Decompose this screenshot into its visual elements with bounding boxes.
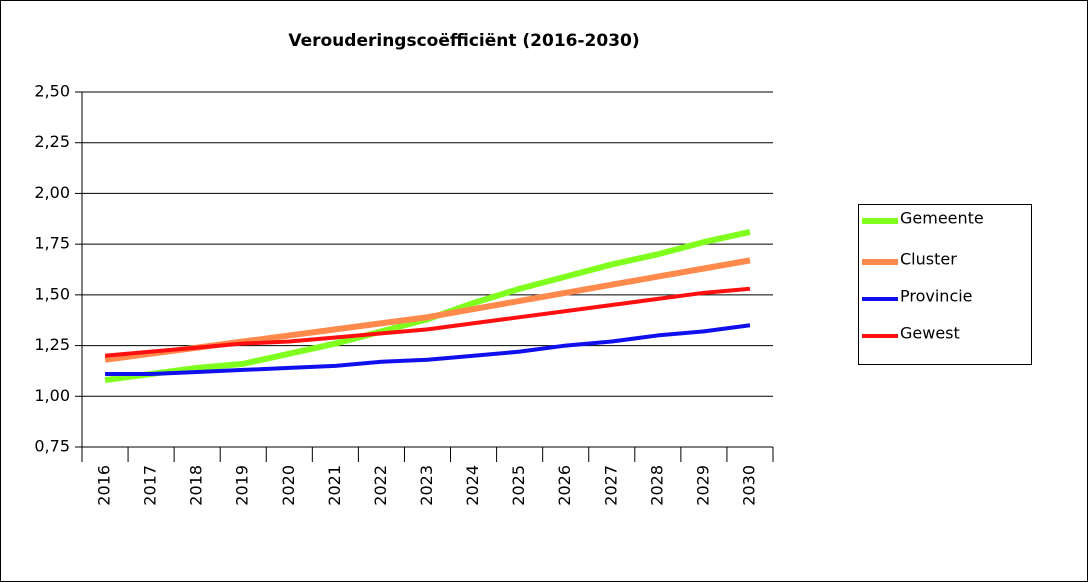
y-tick-label: 1,00: [34, 386, 70, 405]
y-tick-label: 2,25: [34, 132, 70, 151]
x-tick-label: 2019: [233, 465, 252, 506]
x-tick-label: 2020: [279, 465, 298, 506]
series-line: [105, 323, 751, 376]
x-tick-label: 2018: [187, 465, 206, 506]
x-tick-label: 2016: [95, 465, 114, 506]
x-tick-label: 2017: [141, 465, 160, 506]
x-tick-label: 2027: [601, 465, 620, 506]
x-tick-label: 2021: [325, 465, 344, 506]
y-tick-label: 0,75: [34, 437, 70, 456]
legend-label: Cluster: [900, 250, 957, 269]
x-tick-label: 2024: [463, 465, 482, 506]
x-tick-label: 2028: [647, 465, 666, 506]
chart-title: Verouderingscoëfficiënt (2016-2030): [288, 31, 639, 51]
y-tick-label: 2,50: [34, 82, 70, 101]
x-tick-label: 2022: [371, 465, 390, 506]
legend-label: Provincie: [900, 287, 973, 306]
y-tick-label: 1,25: [34, 335, 70, 354]
series-line: [104, 286, 751, 358]
x-tick-label: 2026: [555, 465, 574, 506]
x-tick-label: 2023: [417, 465, 436, 506]
x-tick-label: 2029: [693, 465, 712, 506]
x-tick-label: 2030: [739, 465, 758, 506]
y-tick-label: 1,50: [34, 284, 70, 303]
y-tick-label: 2,00: [34, 183, 70, 202]
legend-label: Gemeente: [900, 209, 984, 228]
legend-label: Gewest: [900, 324, 960, 343]
y-tick-label: 1,75: [34, 234, 70, 253]
x-tick-label: 2025: [509, 465, 528, 506]
